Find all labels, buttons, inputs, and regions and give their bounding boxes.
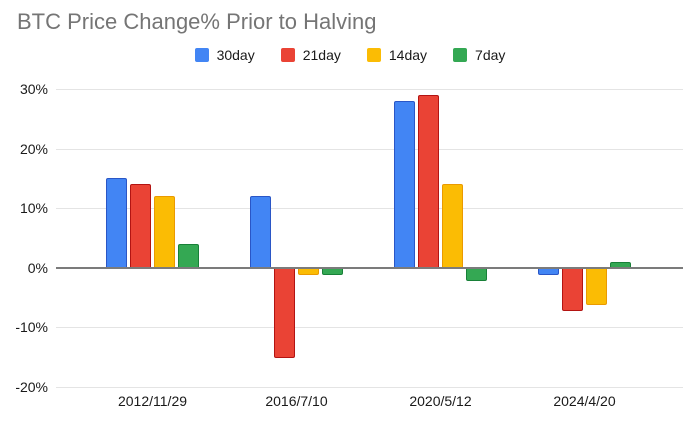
bar-14day-2024/4/20 [586, 268, 607, 305]
legend-item-30day: 30day [194, 47, 255, 63]
bar-7day-2012/11/29 [178, 243, 199, 268]
y-axis-tick-label: -10% [15, 319, 48, 336]
bar-30day-2020/5/12 [394, 100, 415, 268]
legend-item-14day: 14day [366, 47, 428, 63]
gridline [56, 89, 683, 90]
legend-label: 7day [475, 47, 506, 63]
bar-14day-2020/5/12 [442, 184, 463, 268]
bar-21day-2016/7/10 [274, 268, 295, 359]
bar-30day-2012/11/29 [106, 178, 127, 268]
y-axis-tick-label: 30% [19, 81, 48, 97]
bar-7day-2020/5/12 [466, 268, 487, 281]
legend-item-7day: 7day [453, 47, 505, 63]
zero-axis-line [56, 266, 683, 269]
bar-30day-2024/4/20 [538, 268, 559, 275]
x-axis-category-label: 2024/4/20 [553, 393, 616, 409]
y-axis-tick-label: 0% [27, 259, 48, 276]
chart-legend: 30day 21day 14day 7day [0, 46, 700, 64]
gridline [56, 148, 683, 150]
gridline [56, 387, 683, 388]
legend-swatch-icon [366, 48, 381, 62]
legend-swatch-icon [194, 48, 209, 62]
bar-14day-2012/11/29 [154, 196, 175, 268]
bar-7day-2024/4/20 [610, 261, 631, 268]
bar-21day-2012/11/29 [130, 184, 151, 268]
gridline [56, 208, 683, 210]
legend-swatch-icon [453, 48, 468, 62]
legend-label: 30day [216, 47, 255, 63]
bar-14day-2016/7/10 [298, 268, 319, 275]
chart-title: BTC Price Change% Prior to Halving [17, 9, 377, 34]
legend-label: 14day [388, 47, 428, 63]
bar-30day-2016/7/10 [250, 196, 271, 268]
bar-21day-2020/5/12 [418, 94, 439, 268]
legend-item-21day: 21day [280, 47, 341, 63]
x-axis-category-label: 2016/7/10 [265, 393, 328, 409]
x-axis-category-label: 2020/5/12 [409, 393, 472, 409]
legend-label: 21day [302, 47, 341, 63]
y-axis-tick-label: 10% [19, 200, 48, 217]
bar-21day-2024/4/20 [562, 268, 583, 311]
y-axis-tick-label: 20% [19, 140, 48, 157]
legend-swatch-icon [280, 48, 295, 62]
y-axis-tick-label: -20% [15, 379, 48, 395]
gridline [56, 327, 683, 329]
x-axis-category-label: 2012/11/29 [117, 393, 188, 409]
bar-7day-2016/7/10 [322, 268, 343, 275]
